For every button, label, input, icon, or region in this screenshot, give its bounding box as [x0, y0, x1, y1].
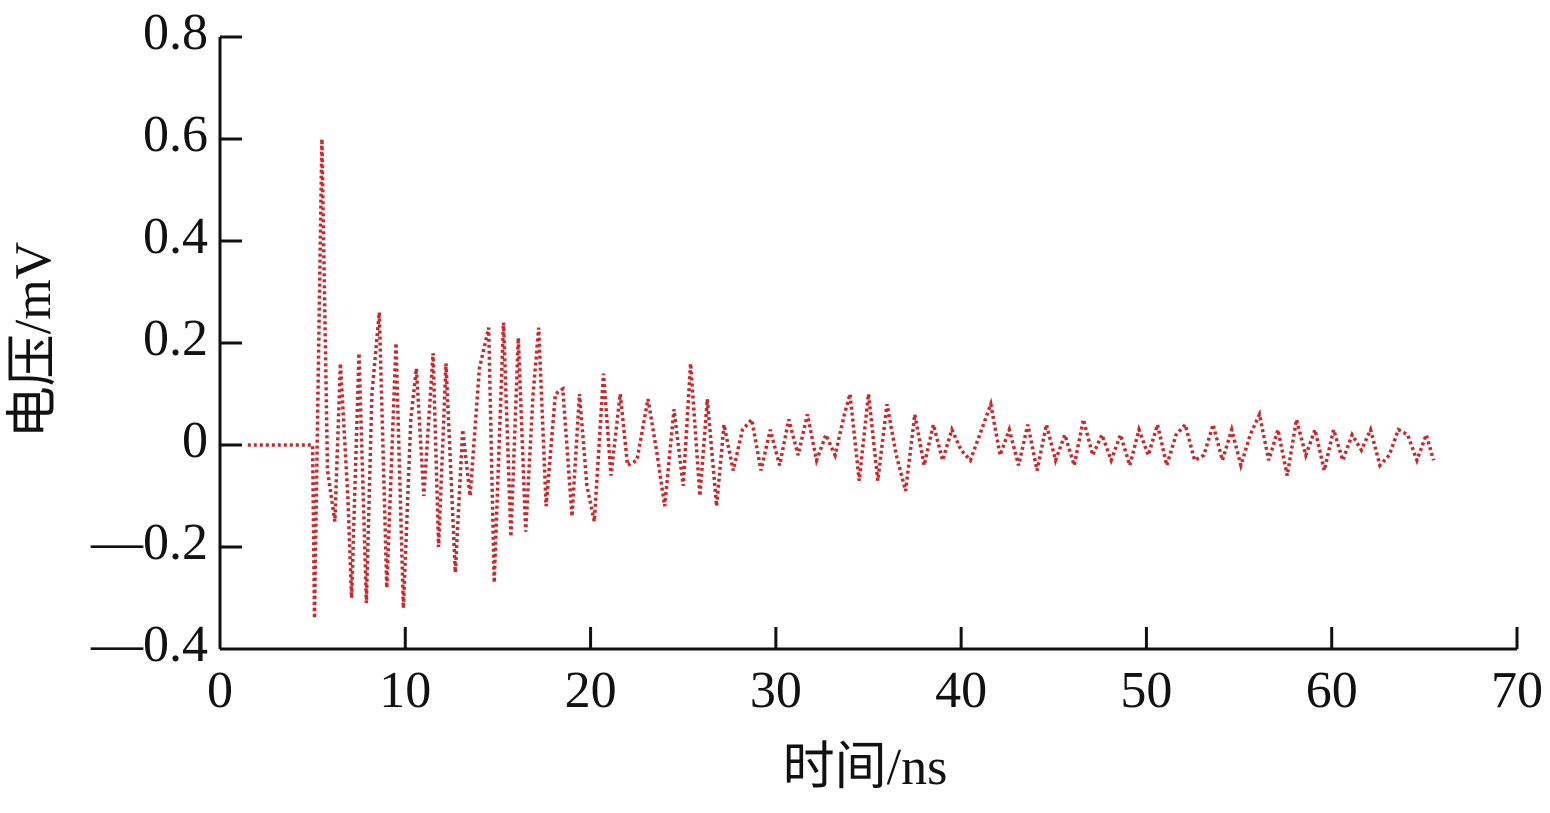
x-tick-label: 0: [207, 662, 233, 719]
y-tick-label: 0.2: [143, 310, 208, 367]
x-axis-label: 时间/ns: [783, 739, 948, 796]
x-tick-label: 50: [1120, 662, 1172, 719]
x-tick-label: 40: [935, 662, 987, 719]
x-tick-label: 20: [565, 662, 617, 719]
y-axis-label: 电压/mV: [5, 242, 62, 438]
y-tick-label: —0.4: [90, 616, 208, 673]
y-tick-label: 0.8: [143, 4, 208, 61]
y-tick-label: —0.2: [90, 514, 208, 571]
x-tick-label: 60: [1306, 662, 1358, 719]
data-line: [247, 138, 1436, 619]
y-tick-label: 0.6: [143, 106, 208, 163]
y-tick-label: 0.4: [143, 208, 208, 265]
x-tick-label: 70: [1491, 662, 1543, 719]
y-tick-label: 0: [182, 412, 208, 469]
x-tick-label: 30: [750, 662, 802, 719]
x-tick-label: 10: [379, 662, 431, 719]
